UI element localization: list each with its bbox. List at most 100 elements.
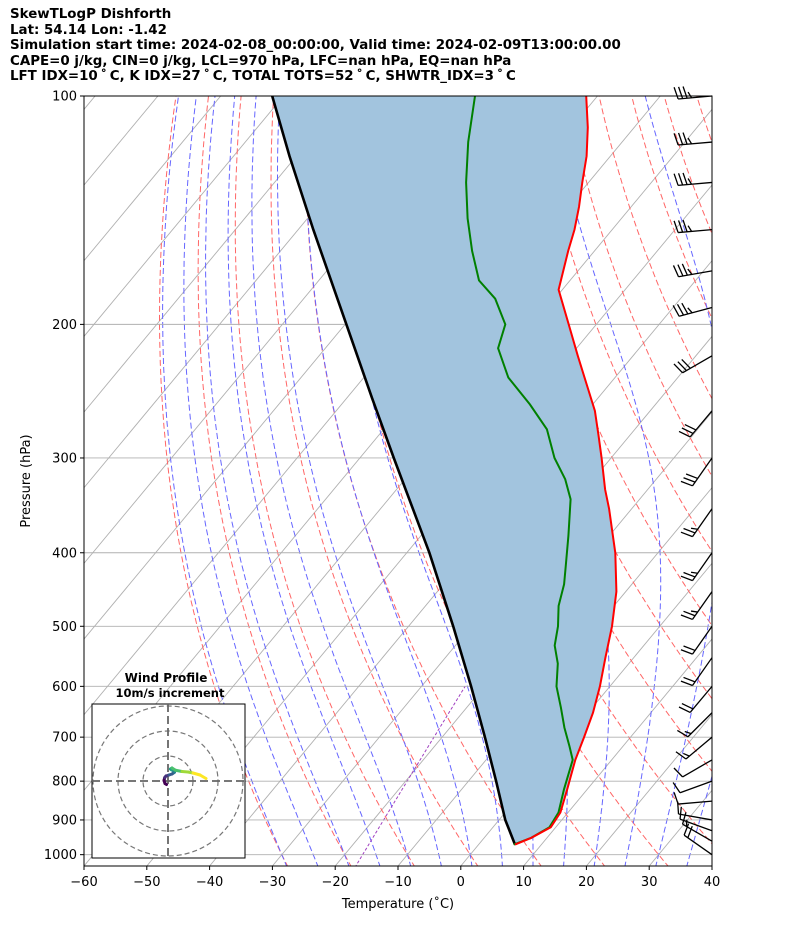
x-tick-label: −50 (133, 875, 160, 890)
wind-barb (677, 712, 713, 738)
wind-barb (673, 86, 713, 100)
dry-adiabat-line (197, 96, 352, 866)
wind-barb (683, 823, 713, 856)
dry-adiabat-line (533, 96, 712, 553)
wind-barb (673, 759, 713, 778)
x-tick-label: −20 (321, 875, 348, 890)
wind-barb (673, 355, 713, 374)
y-tick-label: 300 (52, 451, 77, 466)
isotherm-line (334, 411, 712, 866)
x-tick-label: 0 (457, 875, 465, 890)
wind-barb (672, 263, 713, 278)
isotherm-line (84, 96, 284, 338)
chart-header: SkewTLogP Dishforth Lat: 54.14 Lon: -1.4… (10, 7, 621, 85)
dry-adiabat-line (270, 96, 479, 866)
wind-barb (678, 410, 713, 438)
dry-adiabat-line (696, 96, 712, 144)
wind-barb (680, 657, 713, 687)
wind-barb (680, 552, 713, 582)
wind-barb (680, 508, 713, 538)
wind-barb (675, 736, 713, 760)
moist-adiabat-line (205, 96, 350, 866)
dry-adiabat-line (566, 96, 712, 478)
x-tick-label: −60 (70, 875, 97, 890)
isotherm-line (84, 96, 96, 111)
isotherm-line (775, 96, 794, 866)
x-tick-label: 20 (578, 875, 595, 890)
isotherm-line (648, 789, 712, 866)
y-axis-label: Pressure (hPa) (19, 434, 34, 527)
y-tick-label: 500 (52, 620, 77, 635)
wind-barb (672, 780, 713, 794)
mixing-ratio-line (355, 686, 466, 866)
x-tick-label: 40 (704, 875, 721, 890)
y-tick-label: 900 (52, 813, 77, 828)
shaded-area (272, 96, 617, 845)
moist-adiabat-line (305, 96, 473, 866)
moist-adiabat-line (548, 96, 662, 866)
moist-adiabat-line (277, 96, 442, 866)
y-tick-label: 1000 (44, 848, 77, 863)
isotherm-line (586, 713, 712, 866)
y-tick-label: 600 (52, 680, 77, 695)
moist-adiabat-line (686, 774, 712, 866)
hodograph-segment (198, 773, 208, 780)
dry-adiabat-line (729, 96, 794, 868)
hodograph-inset: Wind Profile 10m/s increment (91, 671, 246, 859)
wind-barb (680, 625, 713, 655)
cin-cape-shading (272, 96, 617, 845)
y-tick-label: 100 (52, 90, 77, 105)
x-axis-label: Temperature (˚C) (341, 896, 454, 912)
isotherm-line (523, 638, 712, 866)
y-tick-label: 200 (52, 318, 77, 333)
dry-adiabat-line (370, 96, 669, 866)
dry-adiabat-line (234, 96, 415, 866)
wind-barbs (672, 86, 713, 856)
wind-barb (680, 591, 713, 621)
chart-title: SkewTLogP Dishforth (10, 7, 172, 22)
wind-barb (673, 132, 713, 146)
axes: −60 −50 −40 −30 −20 −10 0 10 20 30 40 100 200 300 400 5… (44, 90, 720, 891)
x-tick-label: 30 (641, 875, 658, 890)
dewpoint-line (465, 96, 574, 846)
dry-adiabat-line (598, 96, 712, 400)
wind-barb (678, 685, 713, 713)
moist-adiabat-line (644, 96, 712, 866)
dry-adiabat-line (631, 96, 712, 320)
isotherm-line (711, 865, 712, 866)
isotherm-line (84, 96, 347, 413)
x-tick-label: 10 (515, 875, 532, 890)
dry-adiabat-line (762, 96, 794, 868)
y-tick-label: 700 (52, 731, 77, 746)
wind-barb (673, 219, 713, 234)
moist-adiabat-line (717, 96, 794, 868)
isotherm-line (84, 96, 410, 489)
wind-barb (681, 812, 713, 842)
moist-adiabat-line (251, 96, 412, 866)
wind-barb (679, 806, 713, 832)
moist-adiabat-line (162, 96, 288, 866)
location-line: Lat: 54.14 Lon: -1.42 (10, 22, 167, 38)
x-tick-label: −40 (196, 875, 223, 890)
moist-adiabat-line (227, 96, 381, 866)
x-tick-label: −30 (259, 875, 286, 890)
dry-adiabat-line (159, 96, 289, 866)
wind-barb (672, 302, 713, 317)
hodograph-title: Wind Profile (125, 671, 208, 685)
moist-adiabat-line (183, 96, 319, 866)
wind-barb (673, 172, 713, 187)
wind-barb (680, 457, 713, 487)
isotherm-line (84, 96, 222, 262)
temperature-line (514, 96, 618, 846)
wind-barb (673, 792, 713, 805)
y-tick-label: 800 (52, 775, 77, 790)
x-tick-label: −10 (384, 875, 411, 890)
index-line: LFT IDX=10 ˚ C, K IDX=27 ˚ C, TOTAL TOTS… (10, 69, 516, 85)
profiles (270, 96, 618, 846)
time-line: Simulation start time: 2024-02-08_00:00:… (10, 38, 621, 54)
cape-line: CAPE=0 j/kg, CIN=0 j/kg, LCL=970 hPa, LF… (10, 53, 512, 69)
hodograph-subtitle: 10m/s increment (116, 686, 225, 700)
y-tick-label: 400 (52, 546, 77, 561)
parcel-profile-line (270, 96, 517, 846)
